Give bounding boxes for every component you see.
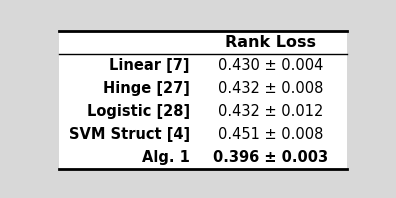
Text: Hinge [27]: Hinge [27] (103, 81, 190, 96)
Text: 0.451 ± 0.008: 0.451 ± 0.008 (218, 127, 324, 142)
Text: SVM Struct [4]: SVM Struct [4] (69, 127, 190, 142)
Text: 0.432 ± 0.012: 0.432 ± 0.012 (218, 104, 324, 119)
Text: Linear [7]: Linear [7] (109, 58, 190, 73)
Text: 0.432 ± 0.008: 0.432 ± 0.008 (218, 81, 324, 96)
Text: Rank Loss: Rank Loss (225, 35, 316, 50)
Text: Alg. 1: Alg. 1 (142, 150, 190, 165)
Text: 0.430 ± 0.004: 0.430 ± 0.004 (218, 58, 324, 73)
Text: 0.396 ± 0.003: 0.396 ± 0.003 (213, 150, 328, 165)
Text: Logistic [28]: Logistic [28] (87, 104, 190, 119)
